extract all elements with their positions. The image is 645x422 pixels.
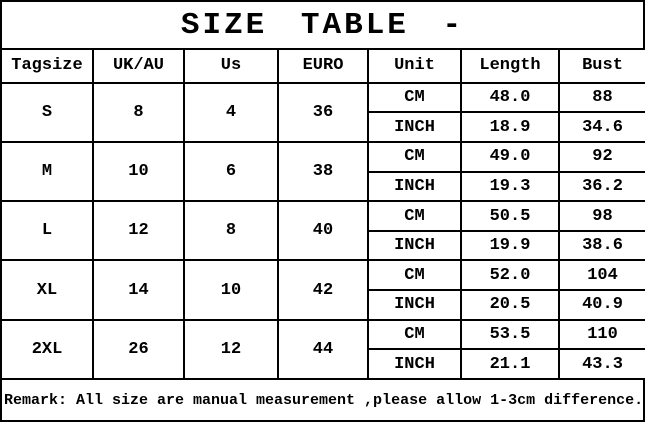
- unit-cell: CM: [367, 140, 462, 173]
- euro-cell: 44: [277, 318, 369, 381]
- header-row: Tagsize UK/AU Us EURO Unit Length Bust: [0, 48, 645, 84]
- remark-text: Remark: All size are manual measurement …: [0, 380, 645, 422]
- unit-cell: INCH: [367, 289, 462, 321]
- header-uk-au: UK/AU: [92, 48, 185, 84]
- size-table: Tagsize UK/AU Us EURO Unit Length Bust S…: [0, 48, 645, 381]
- euro-cell: 38: [277, 140, 369, 203]
- uk-au-cell: 10: [92, 140, 185, 203]
- length-cell: 19.3: [460, 170, 560, 203]
- uk-au-cell: 12: [92, 200, 185, 262]
- us-cell: 12: [183, 318, 279, 381]
- us-cell: 8: [183, 200, 279, 262]
- header-length: Length: [460, 48, 560, 84]
- bust-cell: 43.3: [558, 348, 645, 380]
- header-us: Us: [183, 48, 279, 84]
- unit-cell: CM: [367, 259, 462, 292]
- table-row: M 10 6 38 CM 49.0 92: [0, 140, 645, 203]
- length-cell: 53.5: [460, 318, 560, 351]
- euro-cell: 40: [277, 200, 369, 262]
- table-row: INCH 21.1 43.3: [1, 348, 645, 380]
- length-cell: 52.0: [460, 259, 560, 292]
- tagsize-cell: M: [0, 140, 94, 203]
- table-row: 2XL 26 12 44 CM 53.5 110: [0, 318, 645, 381]
- unit-cell: INCH: [367, 170, 462, 203]
- length-cell: 20.5: [460, 289, 560, 321]
- euro-cell: 36: [277, 81, 369, 143]
- unit-cell: CM: [367, 81, 462, 114]
- bust-cell: 88: [558, 81, 645, 114]
- euro-cell: 42: [277, 259, 369, 321]
- unit-cell: INCH: [367, 111, 462, 143]
- bust-cell: 38.6: [558, 229, 645, 262]
- length-cell: 50.5: [460, 200, 560, 232]
- header-euro: EURO: [277, 48, 369, 84]
- bust-cell: 40.9: [558, 289, 645, 321]
- table-row: L 12 8 40 CM 50.5 98: [0, 200, 645, 262]
- header-tagsize: Tagsize: [0, 48, 94, 84]
- table-row: INCH 19.9 38.6: [1, 229, 645, 262]
- bust-cell: 98: [558, 200, 645, 232]
- bust-cell: 92: [558, 140, 645, 173]
- bust-cell: 110: [558, 318, 645, 351]
- size-table-title: SIZE TABLE -: [0, 0, 645, 48]
- uk-au-cell: 8: [92, 81, 185, 143]
- uk-au-cell: 14: [92, 259, 185, 321]
- tagsize-cell: XL: [0, 259, 94, 321]
- us-cell: 10: [183, 259, 279, 321]
- length-cell: 19.9: [460, 229, 560, 262]
- bust-cell: 34.6: [558, 111, 645, 143]
- header-bust: Bust: [558, 48, 645, 84]
- us-cell: 4: [183, 81, 279, 143]
- unit-cell: CM: [367, 318, 462, 351]
- tagsize-cell: S: [0, 81, 94, 143]
- length-cell: 21.1: [460, 348, 560, 380]
- table-row: INCH 20.5 40.9: [1, 289, 645, 321]
- header-unit: Unit: [367, 48, 462, 84]
- tagsize-cell: 2XL: [0, 318, 94, 381]
- length-cell: 48.0: [460, 81, 560, 114]
- table-row: S 8 4 36 CM 48.0 88: [0, 81, 645, 143]
- tagsize-cell: L: [0, 200, 94, 262]
- bust-cell: 36.2: [558, 170, 645, 203]
- us-cell: 6: [183, 140, 279, 203]
- bust-cell: 104: [558, 259, 645, 292]
- length-cell: 18.9: [460, 111, 560, 143]
- table-row: INCH 19.3 36.2: [1, 170, 645, 203]
- table-row: XL 14 10 42 CM 52.0 104: [0, 259, 645, 321]
- unit-cell: CM: [367, 200, 462, 232]
- unit-cell: INCH: [367, 348, 462, 380]
- unit-cell: INCH: [367, 229, 462, 262]
- length-cell: 49.0: [460, 140, 560, 173]
- uk-au-cell: 26: [92, 318, 185, 381]
